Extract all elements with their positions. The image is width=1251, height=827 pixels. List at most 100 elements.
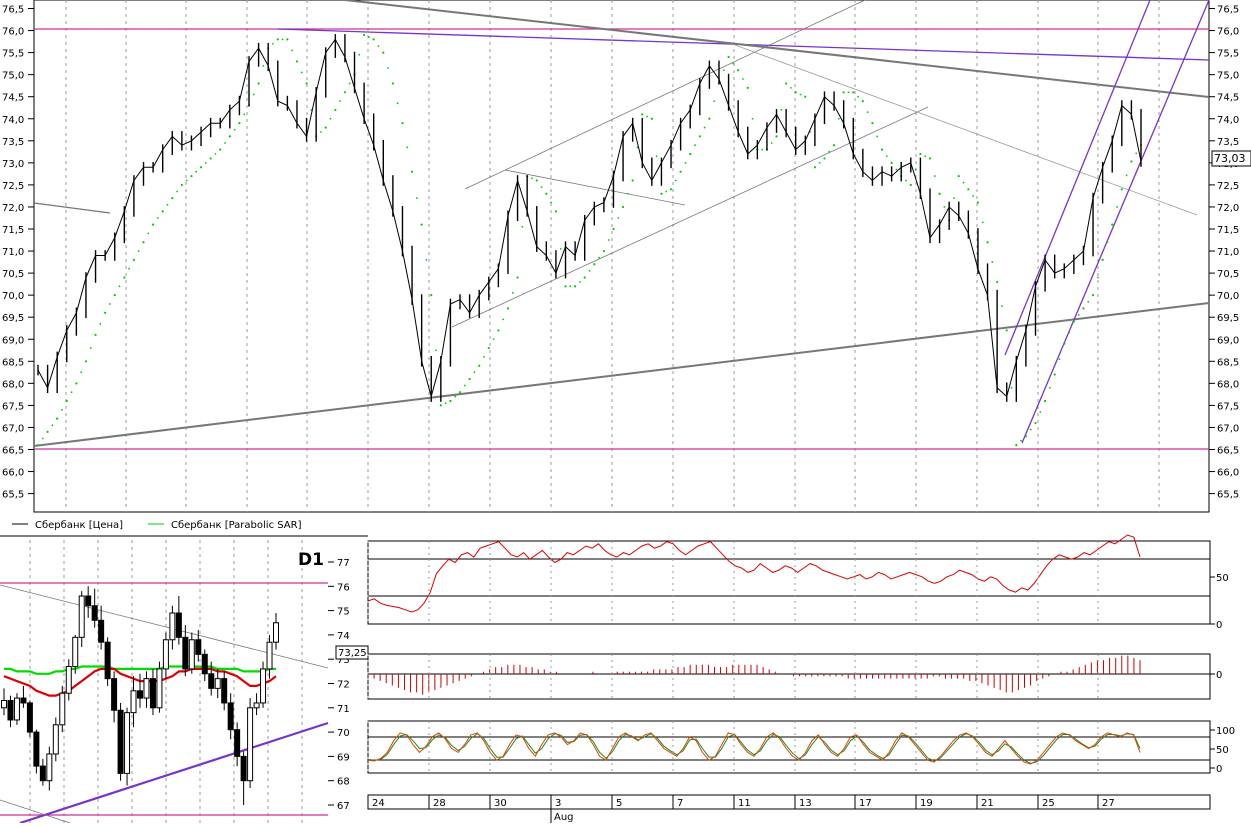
sar-dot: [444, 402, 447, 405]
daily-candle-body: [137, 690, 143, 699]
y-tick-label-right: 72,0: [1217, 203, 1239, 214]
y-tick-label-right: 67,0: [1217, 423, 1239, 434]
sar-dot: [70, 391, 73, 394]
daily-y-tick-label: 76: [337, 582, 350, 593]
sar-dot: [372, 38, 375, 41]
stochastic-d-line: [367, 733, 1141, 764]
date-tick-label: 3: [555, 798, 561, 809]
daily-candle-body: [227, 702, 234, 731]
sar-dot: [612, 227, 615, 231]
sar-dot: [953, 197, 955, 200]
legend: Сбербанк [Цена] Сбербанк [Parabolic SAR]: [12, 520, 302, 531]
sar-dot: [1029, 428, 1032, 431]
oscillator-line: [367, 534, 1141, 613]
main-trendlines: [33, 0, 1210, 450]
y-tick-label-right: 69,0: [1217, 335, 1239, 346]
sar-dot: [406, 146, 409, 149]
sar-dot: [775, 135, 778, 138]
main-left-axis: 76,5 76,0 75,5 75,0 74,5 74,0 73,5 73,0 72,5 72,0…: [2, 5, 34, 501]
daily-candle-body: [104, 641, 111, 680]
sar-dot: [617, 217, 620, 219]
sar-dot: [109, 303, 111, 305]
sar-dot: [660, 192, 663, 195]
sar-dot: [209, 157, 212, 160]
daily-candle-body: [143, 678, 150, 699]
osc-tick-label: 0: [1216, 620, 1222, 631]
date-tick-label: 25: [1042, 798, 1055, 809]
sar-dot: [564, 285, 567, 288]
sar-dot: [1043, 399, 1047, 403]
sar-dot: [780, 109, 783, 111]
sar-dot: [502, 318, 505, 321]
sar-dot: [463, 384, 466, 387]
daily-y-tick-label: 68: [337, 777, 350, 788]
sar-dot: [909, 183, 912, 186]
sar-dot: [161, 210, 164, 213]
daily-candle-body: [156, 668, 163, 709]
sar-dot: [61, 408, 63, 411]
sar-dot: [981, 221, 984, 224]
stochastic-k-line: [367, 732, 1141, 765]
sar-dot: [1111, 223, 1114, 226]
daily-candle-body: [78, 595, 85, 638]
y-tick-label: 74,0: [2, 115, 24, 126]
sar-dot: [708, 117, 711, 120]
sar-dot: [56, 417, 59, 420]
sar-dot: [703, 126, 706, 129]
sar-dot: [195, 170, 198, 173]
daily-price-axis: 77 76 75 74 73 72 71 70 69 68 67: [328, 558, 350, 812]
sar-dot: [1101, 258, 1104, 261]
sar-dot: [511, 292, 514, 294]
daily-candles: [1, 586, 279, 805]
y-tick-label: 76,5: [2, 5, 24, 16]
sar-dot: [166, 203, 169, 206]
sar-dot: [1130, 160, 1133, 163]
sar-dot: [1034, 421, 1037, 425]
daily-candle-body: [98, 619, 105, 643]
daily-candle-body: [91, 605, 98, 621]
sar-dot: [286, 38, 289, 41]
sar-dot: [588, 269, 591, 272]
sar-dot: [742, 78, 744, 80]
sar-dot: [890, 161, 893, 164]
rising-channel-upper: [464, 0, 866, 190]
sar-dot: [852, 91, 855, 94]
daily-candle-body: [85, 595, 92, 607]
sar-dot: [905, 179, 907, 182]
stoch-tick-label: 50: [1216, 745, 1229, 756]
daily-candle-body: [26, 702, 33, 733]
sar-dot: [1020, 439, 1023, 442]
date-tick-label: 5: [616, 798, 622, 809]
sar-dot: [324, 126, 327, 129]
osc-tick-label: 50: [1216, 573, 1229, 584]
y-tick-label: 66,5: [2, 446, 24, 457]
y-tick-label: 68,0: [2, 379, 24, 390]
sar-dot: [770, 142, 773, 144]
sar-dot: [238, 122, 241, 125]
daily-candle-body: [169, 612, 176, 641]
daily-candle-body: [201, 653, 208, 675]
sar-dot: [737, 69, 740, 72]
sar-dot: [435, 349, 437, 352]
sar-dot: [468, 377, 471, 381]
daily-uptrend: [19, 721, 329, 825]
sar-dot: [655, 155, 658, 158]
sar-dot: [876, 135, 879, 138]
sar-dot: [761, 148, 764, 151]
sar-dot: [343, 91, 347, 94]
sar-dot: [137, 250, 140, 252]
y-tick-label: 70,5: [2, 269, 24, 280]
y-tick-label: 66,0: [2, 468, 24, 479]
sar-dot: [199, 166, 203, 169]
daily-candle-body: [7, 700, 14, 721]
daily-candle-body: [273, 622, 279, 643]
sar-dot: [976, 201, 980, 204]
sar-dot: [84, 360, 88, 363]
sar-dot: [272, 42, 274, 45]
daily-candle-body: [253, 702, 260, 709]
sar-dot: [871, 122, 874, 125]
sar-dot: [1096, 276, 1099, 279]
y-tick-label-right: 70,5: [1217, 269, 1239, 280]
legend-price-label: Сбербанк [Цена]: [35, 520, 123, 531]
sar-dot: [185, 179, 188, 182]
